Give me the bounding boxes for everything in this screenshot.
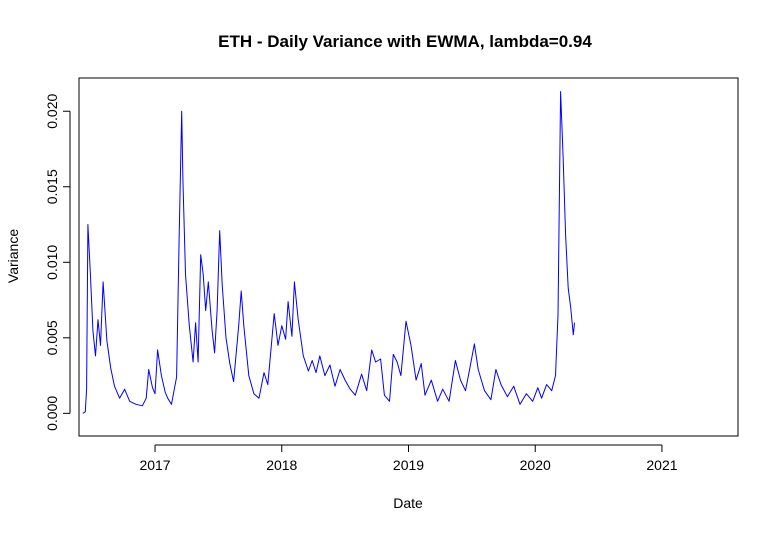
y-tick-label: 0.010: [44, 245, 60, 280]
x-tick-label: 2019: [393, 457, 424, 473]
y-axis: 0.000 0.005 0.010 0.015 0.020: [44, 94, 71, 431]
y-tick-label: 0.015: [44, 169, 60, 204]
y-tick-label: 0.005: [44, 320, 60, 355]
x-tick-label: 2017: [139, 457, 170, 473]
y-tick-label: 0.000: [44, 396, 60, 431]
x-tick-label: 2021: [646, 457, 677, 473]
x-axis-label: Date: [393, 495, 423, 511]
x-tick-label: 2020: [520, 457, 551, 473]
chart-title: ETH - Daily Variance with EWMA, lambda=0…: [218, 32, 592, 51]
x-tick-label: 2018: [266, 457, 297, 473]
series-line-0: [82, 91, 575, 414]
x-axis: 2017 2018 2019 2020 2021: [139, 444, 678, 473]
series-layer: [82, 91, 575, 414]
plot-area-border: [78, 77, 739, 437]
y-tick-label: 0.020: [44, 94, 60, 129]
y-axis-label: Variance: [5, 229, 21, 283]
